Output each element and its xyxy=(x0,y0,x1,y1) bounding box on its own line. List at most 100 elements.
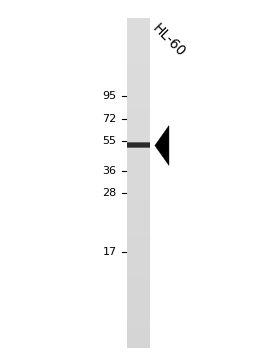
Bar xyxy=(127,189,150,193)
Bar xyxy=(127,146,150,150)
Bar xyxy=(127,41,150,45)
Text: HL-60: HL-60 xyxy=(150,21,188,59)
Bar xyxy=(127,212,150,216)
Bar xyxy=(127,107,150,110)
Bar xyxy=(127,120,150,123)
Bar xyxy=(127,324,150,328)
Bar xyxy=(127,163,150,167)
Bar xyxy=(127,186,150,189)
Bar xyxy=(127,57,150,61)
Bar xyxy=(127,202,150,206)
Bar xyxy=(127,341,150,344)
Bar xyxy=(127,331,150,334)
Bar xyxy=(127,74,150,77)
Bar xyxy=(127,275,150,278)
Text: 55: 55 xyxy=(102,136,116,146)
Text: 72: 72 xyxy=(102,114,116,124)
Text: 36: 36 xyxy=(102,166,116,176)
Bar xyxy=(127,110,150,114)
Bar xyxy=(127,159,150,163)
Text: 17: 17 xyxy=(102,247,116,257)
Bar xyxy=(127,60,150,64)
Bar xyxy=(127,344,150,348)
Bar xyxy=(127,77,150,81)
Bar xyxy=(127,24,150,28)
Bar xyxy=(127,117,150,120)
Bar xyxy=(127,133,150,137)
Bar xyxy=(127,136,150,140)
Bar xyxy=(127,288,150,291)
Bar xyxy=(127,67,150,71)
Bar xyxy=(127,235,150,239)
Bar xyxy=(127,90,150,94)
Bar xyxy=(127,182,150,186)
Bar xyxy=(127,54,150,58)
Bar xyxy=(127,308,150,311)
Bar xyxy=(127,123,150,127)
Bar xyxy=(127,84,150,87)
Bar xyxy=(127,130,150,134)
Bar xyxy=(127,252,150,255)
Bar xyxy=(127,268,150,272)
Bar xyxy=(127,304,150,308)
Bar xyxy=(127,51,150,54)
Bar xyxy=(127,64,150,67)
Bar xyxy=(127,143,150,147)
Bar xyxy=(127,209,150,212)
Bar xyxy=(127,206,150,209)
Bar xyxy=(127,327,150,331)
Bar xyxy=(127,228,150,232)
Polygon shape xyxy=(155,126,169,165)
Bar xyxy=(127,97,150,101)
Bar xyxy=(127,38,150,41)
Bar xyxy=(127,245,150,249)
Bar xyxy=(127,199,150,203)
Bar xyxy=(127,143,150,147)
Bar xyxy=(127,321,150,324)
Text: 28: 28 xyxy=(102,188,116,198)
Bar xyxy=(127,255,150,258)
Bar xyxy=(127,281,150,285)
Bar xyxy=(127,140,150,143)
Bar xyxy=(127,285,150,288)
Bar xyxy=(127,169,150,173)
Bar xyxy=(127,317,150,321)
Bar xyxy=(127,298,150,302)
Bar xyxy=(127,232,150,236)
Bar xyxy=(127,150,150,153)
Bar xyxy=(127,192,150,196)
Bar xyxy=(127,166,150,170)
Bar xyxy=(127,334,150,338)
Bar xyxy=(127,291,150,295)
Bar xyxy=(127,28,150,31)
Bar xyxy=(127,179,150,183)
Bar xyxy=(127,104,150,107)
Bar xyxy=(127,242,150,245)
Bar xyxy=(127,265,150,269)
Bar xyxy=(127,248,150,252)
Bar xyxy=(127,219,150,222)
Bar xyxy=(127,195,150,199)
Bar xyxy=(127,142,150,148)
Bar xyxy=(127,176,150,180)
Bar xyxy=(127,21,150,25)
Bar xyxy=(127,153,150,156)
Bar xyxy=(127,18,150,21)
Bar xyxy=(127,44,150,48)
Bar xyxy=(127,215,150,219)
Bar xyxy=(127,31,150,35)
Bar xyxy=(127,261,150,265)
Bar xyxy=(127,93,150,97)
Bar xyxy=(127,173,150,176)
Bar xyxy=(127,34,150,38)
Bar xyxy=(127,301,150,305)
Bar xyxy=(127,126,150,130)
Bar xyxy=(127,272,150,275)
Bar xyxy=(127,222,150,226)
Bar xyxy=(127,239,150,242)
Bar xyxy=(127,314,150,318)
Bar xyxy=(127,337,150,341)
Bar xyxy=(127,294,150,298)
Bar xyxy=(127,278,150,282)
Bar xyxy=(127,47,150,51)
